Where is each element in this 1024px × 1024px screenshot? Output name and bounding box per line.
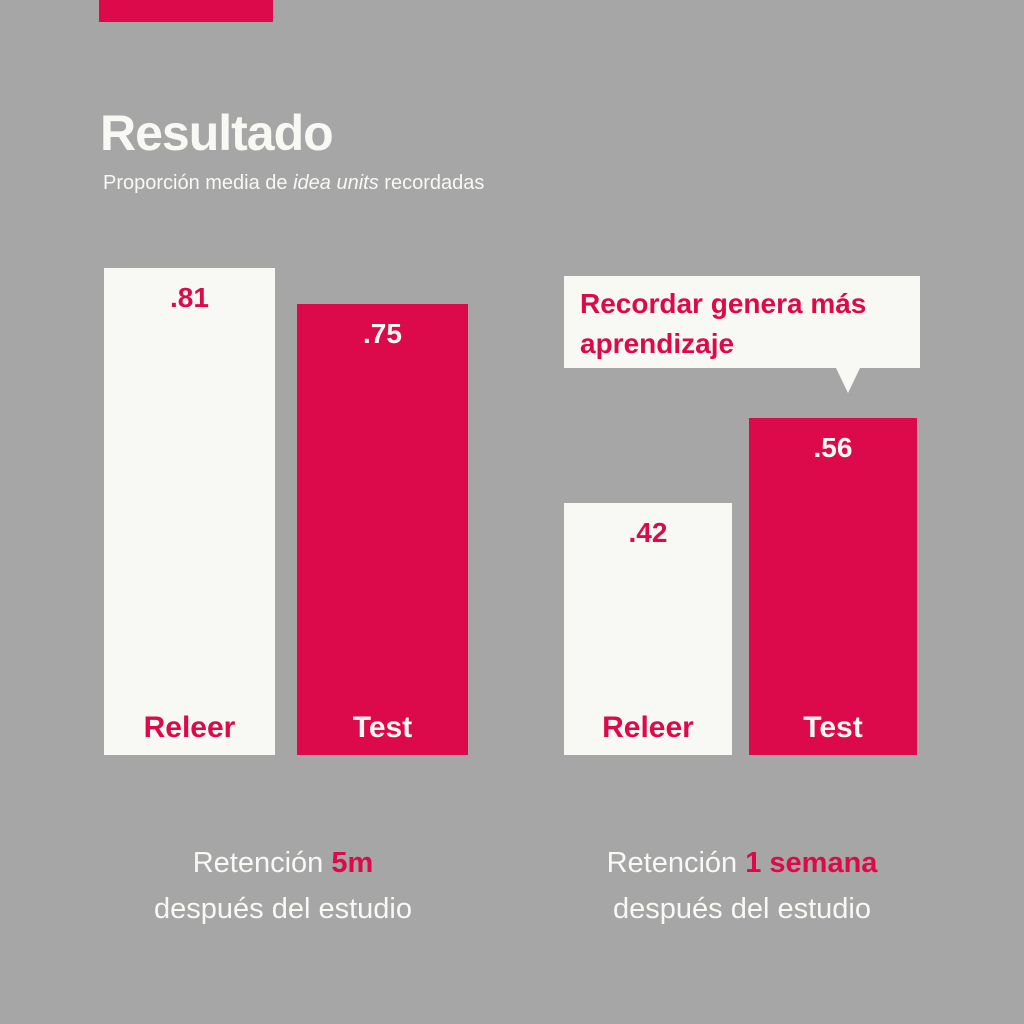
callout-annotation: Recordar genera más aprendizaje [564,276,920,368]
data-label: .75 [363,318,402,350]
subtitle-text: Proporción media de [103,172,294,194]
group-label-text: Retención [192,847,332,879]
data-label: .56 [813,432,853,464]
bar-1semana-releer: .42 Releer [564,502,732,755]
group-label-1semana: Retención 1 semana después del estudio [542,840,942,932]
category-label: Releer [602,710,694,744]
callout-tail [836,368,860,393]
category-label: Test [352,711,413,744]
group-label-text-2: después del estudio [154,893,412,925]
subtitle-text-end: recordadas [378,172,485,194]
group-label-highlight: 5m [331,847,374,879]
bar-1semana-test: .56 Test [749,418,917,755]
group-label-text: Retención [606,847,746,879]
data-label: .42 [628,516,668,548]
data-label: .81 [170,282,209,314]
category-label: Releer [143,710,236,744]
group-label-text-2: después del estudio [613,893,871,925]
bar-5m-test: .75 Test [297,304,468,755]
accent-bar [99,0,273,22]
bar-5m-releer: .81 Releer [104,268,275,755]
subtitle-emphasis: idea units [293,172,379,194]
chart-subtitle: Proporción media de idea units recordada… [103,172,484,195]
category-label: Test [803,710,863,744]
group-label-5m: Retención 5m después del estudio [83,840,483,932]
group-label-highlight: 1 semana [745,847,878,879]
chart-title: Resultado [100,105,334,161]
